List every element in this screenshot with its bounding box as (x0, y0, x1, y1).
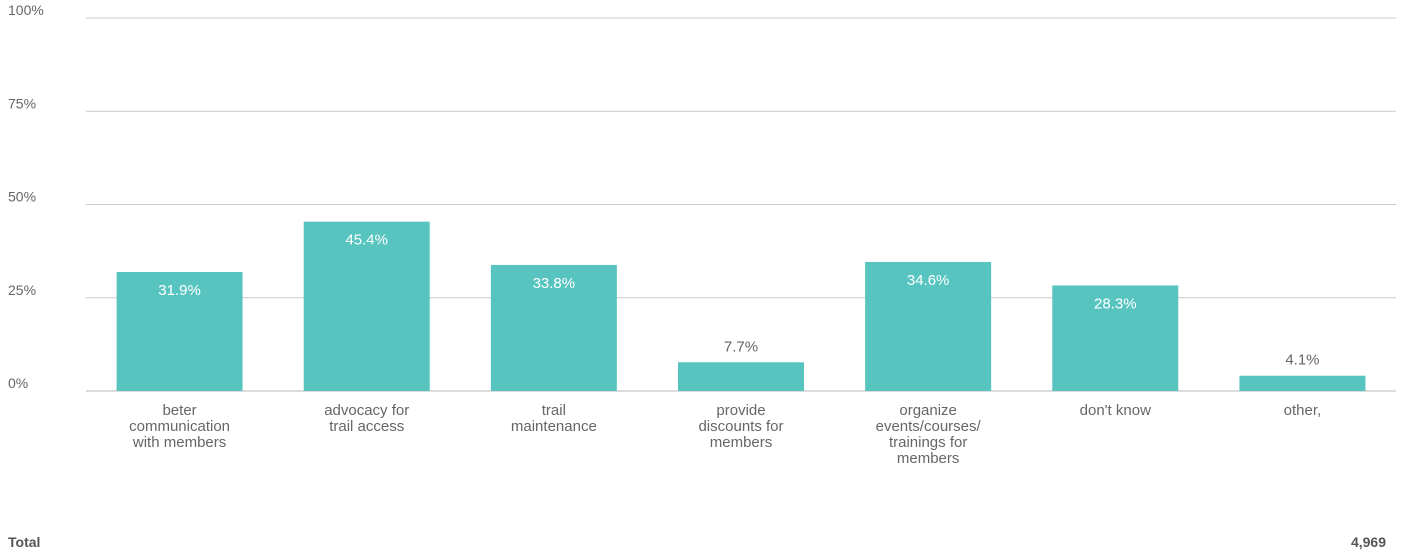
x-tick-label: discounts for (698, 418, 783, 435)
data-label: 4.1% (1285, 352, 1319, 369)
bar (1052, 285, 1179, 391)
x-tick-label: trail access (329, 418, 404, 435)
x-tick-label: members (710, 434, 773, 451)
y-tick-label: 25% (8, 282, 36, 298)
data-label: 28.3% (1094, 295, 1137, 312)
x-tick-label: other, (1284, 402, 1322, 419)
y-tick-label: 75% (8, 95, 36, 111)
x-tick-label: trainings for (889, 434, 967, 451)
y-tick-label: 50% (8, 189, 36, 205)
data-label: 31.9% (158, 282, 201, 299)
data-label: 33.8% (533, 275, 576, 292)
data-label: 45.4% (345, 232, 388, 249)
chart-footer: Total 4,969 (0, 534, 1404, 552)
y-tick-label: 100% (8, 2, 44, 18)
x-tick-label: organize (899, 402, 957, 419)
x-tick-label: provide (716, 402, 765, 419)
bar (865, 261, 992, 391)
bar (678, 362, 804, 391)
total-label: Total (8, 534, 41, 550)
bar (1239, 375, 1366, 391)
x-tick-label: with members (132, 434, 226, 451)
total-value: 4,969 (1350, 534, 1386, 550)
bar (303, 221, 430, 391)
bar (116, 272, 243, 391)
x-tick-label: beter (162, 402, 196, 419)
x-tick-label: events/courses/ (876, 418, 982, 435)
bar-chart: 0% 25% 50% 75% 100% 31.9% betercommunicationwi… (8, 2, 1396, 467)
data-label: 7.7% (724, 338, 758, 355)
x-tick-label: maintenance (511, 418, 597, 435)
x-tick-label: trail (542, 402, 566, 419)
y-tick-label: 0% (8, 375, 28, 391)
x-tick-label: don't know (1080, 402, 1151, 419)
bar (490, 264, 617, 391)
data-label: 34.6% (907, 272, 950, 289)
x-tick-label: communication (129, 418, 230, 435)
x-tick-label: members (897, 450, 960, 467)
x-tick-label: advocacy for (324, 402, 409, 419)
